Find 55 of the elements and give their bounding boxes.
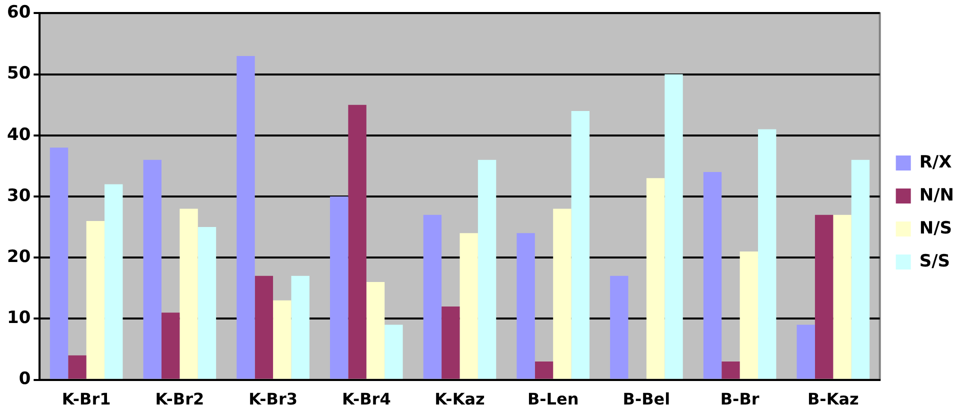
x-tick-label: K-Br4 <box>342 390 391 409</box>
legend-label: N/N <box>919 185 954 206</box>
bar <box>571 110 590 379</box>
bar <box>646 178 665 379</box>
x-tick-label: B-Br <box>720 390 760 409</box>
bar <box>851 160 870 379</box>
bar <box>180 208 198 379</box>
bar <box>442 306 460 379</box>
y-tick-label: 50 <box>6 64 31 84</box>
bar <box>740 251 758 379</box>
bar <box>758 129 776 379</box>
y-tick-label: 60 <box>6 2 31 23</box>
bar <box>161 312 180 379</box>
y-tick-label: 10 <box>6 308 31 328</box>
y-tick-label: 30 <box>6 186 31 206</box>
bar <box>534 361 554 379</box>
x-tick-label: K-Br2 <box>155 390 204 409</box>
legend-label: R/X <box>919 152 952 172</box>
x-tick-label: B-Kaz <box>807 390 859 409</box>
bar <box>423 214 442 379</box>
x-tick-label: B-Bel <box>622 390 670 409</box>
y-tick-label: 40 <box>6 124 31 145</box>
bar <box>50 148 68 379</box>
x-tick-label: B-Len <box>527 390 579 409</box>
bar <box>86 220 105 379</box>
bar <box>348 104 366 379</box>
bar <box>330 196 348 379</box>
bar <box>143 160 162 379</box>
x-tick-label: K-Br1 <box>62 390 111 409</box>
bar <box>273 300 292 379</box>
legend-label: S/S <box>919 251 950 272</box>
y-tick-label: 20 <box>6 247 31 268</box>
bar <box>796 324 815 379</box>
bar <box>703 172 722 379</box>
bar <box>833 214 852 379</box>
bar <box>722 361 740 379</box>
bar <box>291 276 310 379</box>
bar <box>460 233 478 379</box>
bar <box>664 74 683 379</box>
bar <box>478 160 496 379</box>
bar <box>384 324 403 379</box>
bar <box>236 56 255 379</box>
bar <box>254 276 274 379</box>
bar <box>104 184 123 379</box>
bar <box>610 276 628 379</box>
bar <box>366 282 385 379</box>
x-tick-label: K-Kaz <box>434 390 485 409</box>
bar <box>198 227 216 379</box>
legend-label: N/S <box>919 218 952 238</box>
bar <box>516 233 535 379</box>
y-tick-label: 0 <box>18 369 31 390</box>
bar <box>814 214 834 379</box>
bar <box>68 355 86 379</box>
x-tick-label: K-Br3 <box>248 390 298 409</box>
bar <box>553 208 572 379</box>
